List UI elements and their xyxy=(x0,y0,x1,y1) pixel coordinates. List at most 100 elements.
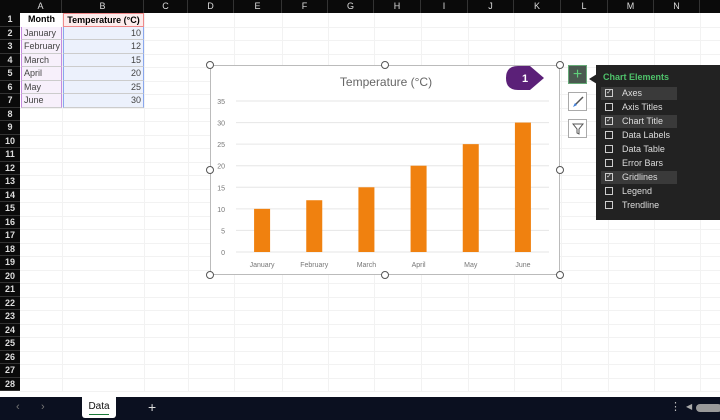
month-cell[interactable]: February xyxy=(21,40,62,54)
checkbox[interactable]: ✓ xyxy=(605,117,613,126)
row-header[interactable]: 24 xyxy=(0,323,20,337)
checkbox[interactable] xyxy=(605,187,613,196)
chart[interactable]: Temperature (°C) 0 5 10 15 20 25 30 35 January Feb… xyxy=(206,61,564,279)
prev-sheet-icon[interactable]: ‹ xyxy=(16,401,20,413)
checkbox[interactable] xyxy=(605,103,613,112)
value-cell[interactable]: 20 xyxy=(63,67,144,81)
column-header-J[interactable]: J xyxy=(468,0,514,13)
resize-handle[interactable] xyxy=(206,166,214,174)
row-header[interactable]: 5 xyxy=(0,67,20,81)
month-cell[interactable]: May xyxy=(21,80,62,94)
checkbox[interactable]: ✓ xyxy=(605,89,613,98)
row-header[interactable]: 16 xyxy=(0,215,20,229)
row-header[interactable]: 22 xyxy=(0,296,20,310)
column-header-E[interactable]: E xyxy=(234,0,282,13)
chart-elements-button[interactable]: + xyxy=(568,65,587,84)
value-cell[interactable]: 12 xyxy=(63,40,144,54)
y-tick-label: 25 xyxy=(217,142,225,149)
row-header[interactable]: 21 xyxy=(0,283,20,297)
row-header[interactable]: 3 xyxy=(0,40,20,54)
checkbox[interactable] xyxy=(605,145,613,154)
column-header-F[interactable]: F xyxy=(282,0,328,13)
row-header[interactable]: 28 xyxy=(0,377,20,391)
resize-handle[interactable] xyxy=(206,271,214,279)
sheet-tab-label: Data xyxy=(88,401,110,412)
checkbox[interactable] xyxy=(605,201,613,210)
row-header[interactable]: 27 xyxy=(0,364,20,378)
column-header-C[interactable]: C xyxy=(144,0,188,13)
more-options-icon[interactable]: ⋮ xyxy=(670,401,681,413)
value-cell[interactable]: 10 xyxy=(63,26,144,40)
resize-handle[interactable] xyxy=(556,271,564,279)
value-cell[interactable]: 15 xyxy=(63,53,144,67)
chart-canvas: Temperature (°C) 0 5 10 15 20 25 30 35 January Feb… xyxy=(217,75,549,269)
column-header-M[interactable]: M xyxy=(608,0,654,13)
chart-element-data-labels[interactable]: Data Labels xyxy=(601,129,677,142)
resize-handle[interactable] xyxy=(206,61,214,69)
month-cell[interactable]: January xyxy=(21,26,62,40)
row-header[interactable]: 25 xyxy=(0,337,20,351)
row-header[interactable]: 6 xyxy=(0,80,20,94)
column-header-B[interactable]: B xyxy=(62,0,144,13)
chart-element-chart-title[interactable]: ✓ Chart Title xyxy=(601,115,677,128)
value-cell[interactable]: 25 xyxy=(63,80,144,94)
checkbox[interactable]: ✓ xyxy=(605,173,613,182)
chart-element-legend[interactable]: Legend xyxy=(601,185,677,198)
row-header[interactable]: 14 xyxy=(0,188,20,202)
row-header[interactable]: 26 xyxy=(0,350,20,364)
add-sheet-button[interactable]: + xyxy=(148,399,157,415)
chart-element-trendline[interactable]: Trendline xyxy=(601,199,677,212)
row-header[interactable]: 17 xyxy=(0,229,20,243)
chart-element-axes[interactable]: ✓ Axes xyxy=(601,87,677,100)
month-cell[interactable]: March xyxy=(21,53,62,67)
resize-handle[interactable] xyxy=(556,166,564,174)
resize-handle[interactable] xyxy=(381,61,389,69)
row-header[interactable]: 8 xyxy=(0,107,20,121)
column-header-L[interactable]: L xyxy=(561,0,608,13)
row-header[interactable]: 9 xyxy=(0,121,20,135)
select-all-corner[interactable] xyxy=(0,0,20,13)
row-header[interactable]: 11 xyxy=(0,148,20,162)
chart-element-error-bars[interactable]: Error Bars xyxy=(601,157,677,170)
value-cell[interactable]: 30 xyxy=(63,94,144,108)
sheet-tab-data[interactable]: Data xyxy=(82,397,116,418)
row-header[interactable]: 19 xyxy=(0,256,20,270)
row-header[interactable]: 12 xyxy=(0,161,20,175)
gridline xyxy=(20,391,720,392)
panel-pointer xyxy=(589,74,597,84)
resize-handle[interactable] xyxy=(381,271,389,279)
horizontal-scrollbar[interactable]: ◀ xyxy=(686,402,720,413)
next-sheet-icon[interactable]: › xyxy=(41,401,45,413)
column-header-A[interactable]: A xyxy=(20,0,62,13)
gridline xyxy=(20,350,720,352)
column-header-H[interactable]: H xyxy=(374,0,421,13)
checkbox[interactable] xyxy=(605,131,613,140)
row-header[interactable]: 13 xyxy=(0,175,20,189)
row-header[interactable]: 18 xyxy=(0,242,20,256)
row-header[interactable]: 7 xyxy=(0,94,20,108)
column-header-N[interactable]: N xyxy=(654,0,700,13)
month-cell[interactable]: June xyxy=(21,94,62,108)
row-header[interactable]: 1 xyxy=(0,13,20,27)
resize-handle[interactable] xyxy=(556,61,564,69)
checkbox[interactable] xyxy=(605,159,613,168)
chart-element-gridlines[interactable]: ✓ Gridlines xyxy=(601,171,677,184)
column-header-G[interactable]: G xyxy=(328,0,374,13)
row-header[interactable]: 23 xyxy=(0,310,20,324)
column-header-K[interactable]: K xyxy=(514,0,561,13)
chart-styles-button[interactable] xyxy=(568,92,587,111)
month-cell[interactable]: April xyxy=(21,67,62,81)
row-header[interactable]: 20 xyxy=(0,269,20,283)
checkbox-label: Axis Titles xyxy=(622,102,663,113)
header-cell[interactable]: Temperature (°C) xyxy=(63,13,144,27)
row-header[interactable]: 2 xyxy=(0,26,20,40)
header-cell[interactable]: Month xyxy=(28,14,55,24)
row-header[interactable]: 15 xyxy=(0,202,20,216)
chart-element-data-table[interactable]: Data Table xyxy=(601,143,677,156)
row-header[interactable]: 4 xyxy=(0,53,20,67)
row-header[interactable]: 10 xyxy=(0,134,20,148)
chart-filters-button[interactable] xyxy=(568,119,587,138)
column-header-D[interactable]: D xyxy=(188,0,234,13)
chart-element-axis-titles[interactable]: Axis Titles xyxy=(601,101,677,114)
column-header-I[interactable]: I xyxy=(421,0,468,13)
